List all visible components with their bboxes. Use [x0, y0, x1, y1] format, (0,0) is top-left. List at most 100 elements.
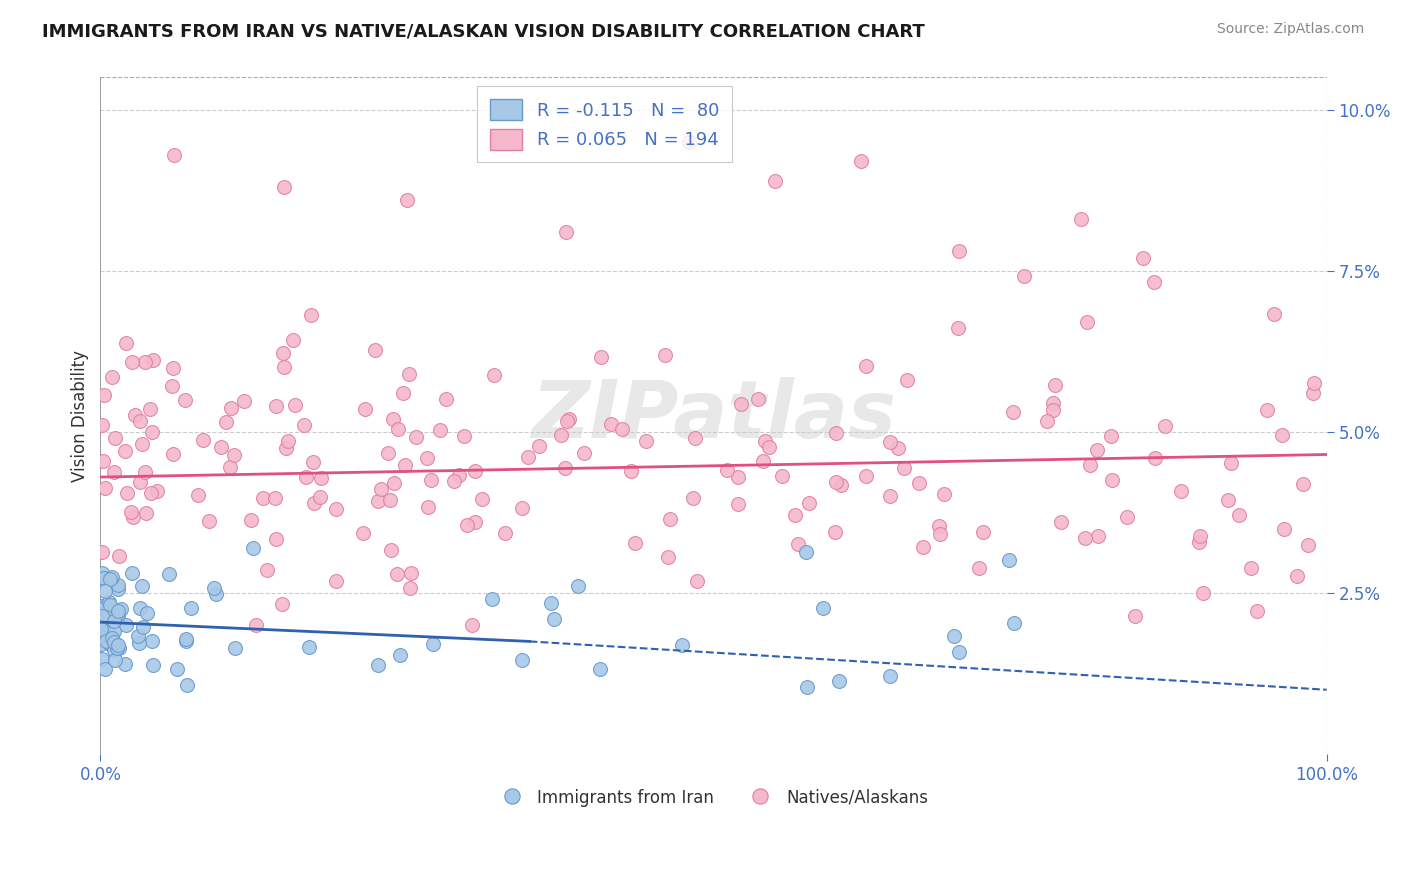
- Point: [558, 412, 581, 426]
- Point: [879, 489, 901, 503]
- Point: [121, 355, 143, 369]
- Point: [948, 244, 970, 259]
- Point: [1246, 604, 1268, 618]
- Point: [136, 606, 159, 620]
- Point: [103, 624, 125, 639]
- Point: [555, 225, 578, 239]
- Point: [1303, 376, 1326, 391]
- Point: [1292, 477, 1315, 491]
- Point: [422, 637, 444, 651]
- Point: [309, 471, 332, 485]
- Point: [405, 430, 427, 444]
- Point: [105, 641, 128, 656]
- Point: [299, 308, 322, 322]
- Point: [1123, 609, 1146, 624]
- Point: [683, 431, 706, 445]
- Point: [233, 393, 256, 408]
- Point: [1296, 538, 1319, 552]
- Point: [115, 336, 138, 351]
- Point: [176, 633, 198, 648]
- Point: [516, 450, 538, 464]
- Point: [1227, 508, 1250, 522]
- Point: [93, 631, 115, 645]
- Point: [786, 537, 808, 551]
- Point: [929, 527, 952, 541]
- Point: [830, 477, 852, 491]
- Point: [270, 597, 292, 611]
- Point: [1085, 442, 1108, 457]
- Point: [103, 635, 125, 649]
- Point: [392, 386, 415, 401]
- Point: [273, 180, 295, 194]
- Point: [97, 624, 120, 638]
- Point: [510, 653, 533, 667]
- Point: [716, 463, 738, 477]
- Point: [747, 392, 769, 406]
- Point: [1263, 307, 1285, 321]
- Point: [879, 668, 901, 682]
- Text: ZIPatlas: ZIPatlas: [531, 376, 896, 455]
- Point: [1116, 510, 1139, 524]
- Point: [1220, 456, 1243, 470]
- Point: [122, 509, 145, 524]
- Point: [825, 475, 848, 489]
- Point: [242, 541, 264, 556]
- Point: [93, 583, 115, 598]
- Point: [264, 491, 287, 505]
- Point: [100, 598, 122, 612]
- Point: [567, 579, 589, 593]
- Point: [176, 678, 198, 692]
- Point: [224, 640, 246, 655]
- Point: [494, 526, 516, 541]
- Point: [103, 465, 125, 479]
- Point: [271, 346, 294, 360]
- Point: [219, 401, 242, 416]
- Point: [352, 526, 374, 541]
- Point: [105, 607, 128, 622]
- Point: [1099, 429, 1122, 443]
- Point: [395, 193, 418, 207]
- Point: [1036, 414, 1059, 428]
- Point: [550, 428, 572, 442]
- Point: [107, 578, 129, 592]
- Point: [91, 454, 114, 468]
- Point: [141, 633, 163, 648]
- Point: [727, 470, 749, 484]
- Point: [141, 425, 163, 439]
- Point: [1143, 276, 1166, 290]
- Point: [928, 519, 950, 533]
- Point: [813, 600, 835, 615]
- Point: [824, 524, 846, 539]
- Point: [1087, 529, 1109, 543]
- Point: [107, 638, 129, 652]
- Point: [770, 468, 793, 483]
- Point: [205, 586, 228, 600]
- Point: [103, 614, 125, 628]
- Point: [600, 417, 623, 432]
- Point: [624, 536, 647, 550]
- Point: [94, 616, 117, 631]
- Point: [325, 502, 347, 516]
- Point: [198, 514, 221, 528]
- Point: [671, 639, 693, 653]
- Point: [419, 473, 441, 487]
- Point: [180, 600, 202, 615]
- Point: [1045, 377, 1067, 392]
- Point: [101, 569, 124, 583]
- Point: [1272, 522, 1295, 536]
- Point: [222, 448, 245, 462]
- Point: [277, 434, 299, 448]
- Point: [370, 482, 392, 496]
- Point: [94, 481, 117, 495]
- Point: [129, 475, 152, 489]
- Point: [943, 629, 966, 643]
- Point: [146, 484, 169, 499]
- Point: [298, 640, 321, 654]
- Point: [94, 662, 117, 676]
- Point: [752, 453, 775, 467]
- Point: [292, 418, 315, 433]
- Point: [855, 469, 877, 483]
- Point: [273, 359, 295, 374]
- Point: [464, 515, 486, 529]
- Point: [385, 567, 408, 582]
